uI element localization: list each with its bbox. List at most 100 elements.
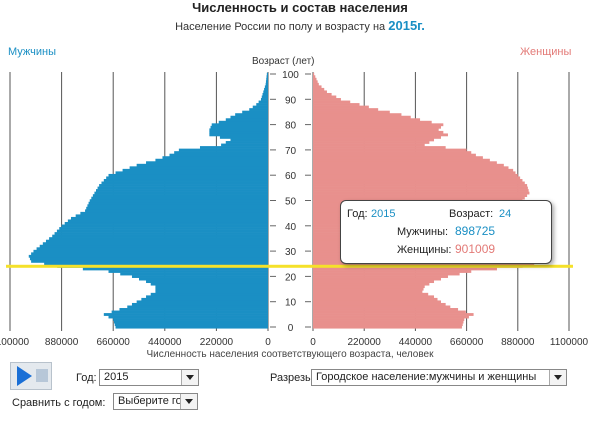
men-bar <box>211 123 268 127</box>
age-tick-label: 70 <box>285 146 297 157</box>
year-select-value: 2015 <box>104 371 129 383</box>
women-bar <box>313 287 424 291</box>
women-bar <box>313 135 441 139</box>
men-bar <box>230 138 268 142</box>
men-bar <box>131 302 268 306</box>
men-bar <box>199 146 268 149</box>
men-bar <box>106 176 268 180</box>
men-bar <box>114 323 268 327</box>
compare-select-label: Сравнить с годом: <box>12 397 106 409</box>
men-bar <box>28 254 268 258</box>
men-bar <box>219 135 268 139</box>
men-bar <box>99 184 268 187</box>
men-bar <box>127 305 268 309</box>
x-tick-label: 880000 <box>501 337 535 348</box>
women-bar <box>313 277 441 281</box>
women-bar <box>313 282 430 286</box>
x-tick-label: 660000 <box>450 337 484 348</box>
men-bar <box>96 189 268 192</box>
age-tick-label: 90 <box>285 95 297 106</box>
women-bar <box>313 156 483 160</box>
compare-year-select[interactable]: Выберите год <box>113 393 198 410</box>
men-bar <box>56 229 269 233</box>
age-tick-label: 10 <box>285 298 297 309</box>
men-bar <box>115 171 268 175</box>
men-bar <box>52 234 268 238</box>
men-bar <box>31 252 269 256</box>
women-bar <box>313 196 525 200</box>
men-bar <box>210 125 268 129</box>
men-bar <box>92 194 268 198</box>
men-bar <box>49 237 268 241</box>
men-bar <box>87 204 269 208</box>
men-bar <box>108 270 268 273</box>
men-bar <box>113 320 269 324</box>
women-bar <box>313 82 319 86</box>
sections-select[interactable]: Городское население:мужчины и женщины <box>311 369 567 386</box>
men-bar <box>111 310 269 314</box>
men-bar <box>129 166 268 170</box>
women-bar <box>313 151 472 154</box>
men-bar <box>136 300 268 304</box>
tooltip-year-label: Год: <box>347 208 368 220</box>
tooltip-men-label: Мужчины: <box>397 226 449 238</box>
year-select[interactable]: 2015 <box>99 369 199 386</box>
age-tick-label: 30 <box>285 247 297 258</box>
women-bar <box>313 138 435 142</box>
women-bar <box>313 72 315 76</box>
men-bar <box>209 133 268 137</box>
men-bar <box>252 105 268 109</box>
men-bar <box>82 267 268 271</box>
women-bar <box>313 194 528 198</box>
men-bar <box>260 98 268 101</box>
x-tick-label: 0 <box>310 337 316 348</box>
women-bar <box>313 158 490 162</box>
women-bar <box>313 161 497 165</box>
age-tick-label: 80 <box>285 121 297 132</box>
men-bar <box>97 186 269 190</box>
men-bar <box>209 128 268 132</box>
men-bar <box>94 191 268 195</box>
sections-select-value: Городское население:мужчины и женщины <box>316 371 537 383</box>
women-bar <box>313 85 322 89</box>
men-bar <box>169 153 268 157</box>
women-bar <box>313 315 469 319</box>
men-bar <box>266 72 268 76</box>
men-bar <box>80 211 268 215</box>
women-bar <box>313 173 518 177</box>
women-bar <box>313 141 430 144</box>
highlight-age-line <box>6 264 573 268</box>
men-bar <box>89 199 268 203</box>
men-bar <box>230 115 268 119</box>
women-bar <box>313 103 360 106</box>
subtitle-text: Население России по полу и возрасту на <box>175 21 386 33</box>
men-bar <box>174 151 268 154</box>
women-bar <box>313 128 439 132</box>
women-bar <box>313 308 459 311</box>
women-bar <box>313 285 425 289</box>
women-bar <box>313 300 441 304</box>
women-bar <box>313 295 435 299</box>
compare-select-value: Выберите год <box>118 395 188 407</box>
women-bar <box>313 90 327 94</box>
women-bar <box>313 75 316 79</box>
men-bar <box>265 82 268 86</box>
women-bar <box>313 178 523 182</box>
age-tick-label: 0 <box>288 323 294 334</box>
men-bar <box>108 173 268 177</box>
men-bar <box>59 227 268 230</box>
women-bar <box>313 153 476 157</box>
women-bar <box>313 270 472 273</box>
women-legend-label: Женщины <box>520 46 572 58</box>
age-tick-label: 20 <box>285 272 297 283</box>
x-tick-label: 440000 <box>148 337 182 348</box>
tooltip-men-value: 898725 <box>455 224 496 238</box>
tooltip-age-label: Возраст: <box>449 208 494 220</box>
women-bar <box>313 115 411 119</box>
men-bar <box>264 87 268 91</box>
age-tick-label: 50 <box>285 197 297 208</box>
women-bar <box>313 105 369 109</box>
play-animation-button[interactable] <box>10 362 52 390</box>
women-bar <box>313 130 444 134</box>
women-bar <box>313 181 525 185</box>
